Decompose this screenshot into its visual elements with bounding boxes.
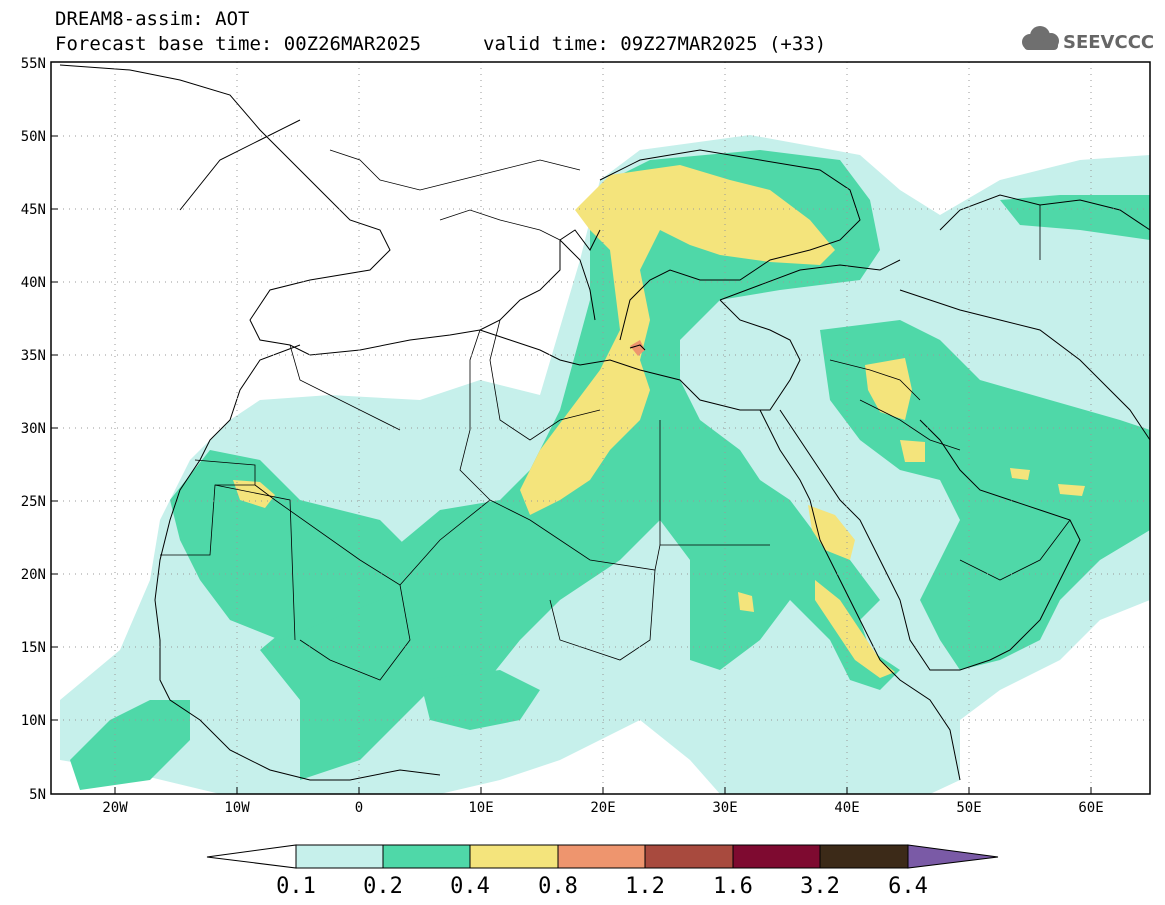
valid-time: valid time: 09Z27MAR2025 (+33) — [483, 33, 827, 55]
colorbar — [206, 844, 999, 869]
colorbar-swatch — [469, 844, 559, 869]
forecast-base-time: Forecast base time: 00Z26MAR2025 — [55, 33, 422, 55]
graticule — [51, 62, 1150, 794]
colorbar-label: 0.8 — [538, 874, 578, 899]
colorbar-label: 0.2 — [363, 874, 403, 899]
colorbar-swatch — [644, 844, 734, 869]
colorbar-max-arrow — [907, 844, 999, 869]
colorbar-swatch — [732, 844, 821, 869]
aot-band-0.4-0.8 — [233, 165, 1085, 678]
colorbar-label: 1.2 — [625, 874, 665, 899]
aot-band-0.8-1.2 — [630, 340, 645, 356]
logo-text: SEEVCCC — [1063, 32, 1154, 53]
colorbar-swatch — [557, 844, 646, 869]
lon-label: 40E — [834, 800, 859, 816]
lon-label: 30E — [712, 800, 737, 816]
colorbar-label: 3.2 — [800, 874, 840, 899]
lat-label: 5N — [29, 787, 46, 803]
lat-label: 35N — [21, 348, 46, 364]
seevccc-logo: SEEVCCC — [1016, 24, 1156, 56]
lat-label: 40N — [21, 275, 46, 291]
lat-label: 45N — [21, 202, 46, 218]
lon-label: 10W — [224, 800, 250, 816]
lat-label: 55N — [21, 56, 46, 72]
colorbar-label: 0.4 — [450, 874, 490, 899]
lat-label: 15N — [21, 640, 46, 656]
map-title: DREAM8-assim: AOT — [55, 8, 250, 30]
colorbar-label: 6.4 — [888, 874, 928, 899]
lat-label: 10N — [21, 713, 46, 729]
lon-label: 50E — [956, 800, 981, 816]
lat-label: 50N — [21, 129, 46, 145]
lat-label: 20N — [21, 567, 46, 583]
colorbar-label: 1.6 — [713, 874, 753, 899]
coastlines — [59, 64, 1150, 781]
lat-label: 30N — [21, 421, 46, 437]
lon-label: 20E — [590, 800, 615, 816]
lon-label: 0 — [355, 800, 363, 816]
lat-label: 25N — [21, 494, 46, 510]
colorbar-min-arrow — [206, 844, 297, 869]
colorbar-swatch — [382, 844, 471, 869]
tick-marks — [51, 135, 1092, 794]
colorbar-label: 0.1 — [276, 874, 316, 899]
country-borders — [160, 149, 1071, 681]
lon-label: 20W — [102, 800, 128, 816]
lon-label: 60E — [1078, 800, 1103, 816]
lon-label: 10E — [468, 800, 493, 816]
colorbar-swatch — [819, 844, 909, 869]
cloud-icon — [1022, 26, 1059, 50]
colorbar-swatch — [295, 844, 384, 869]
